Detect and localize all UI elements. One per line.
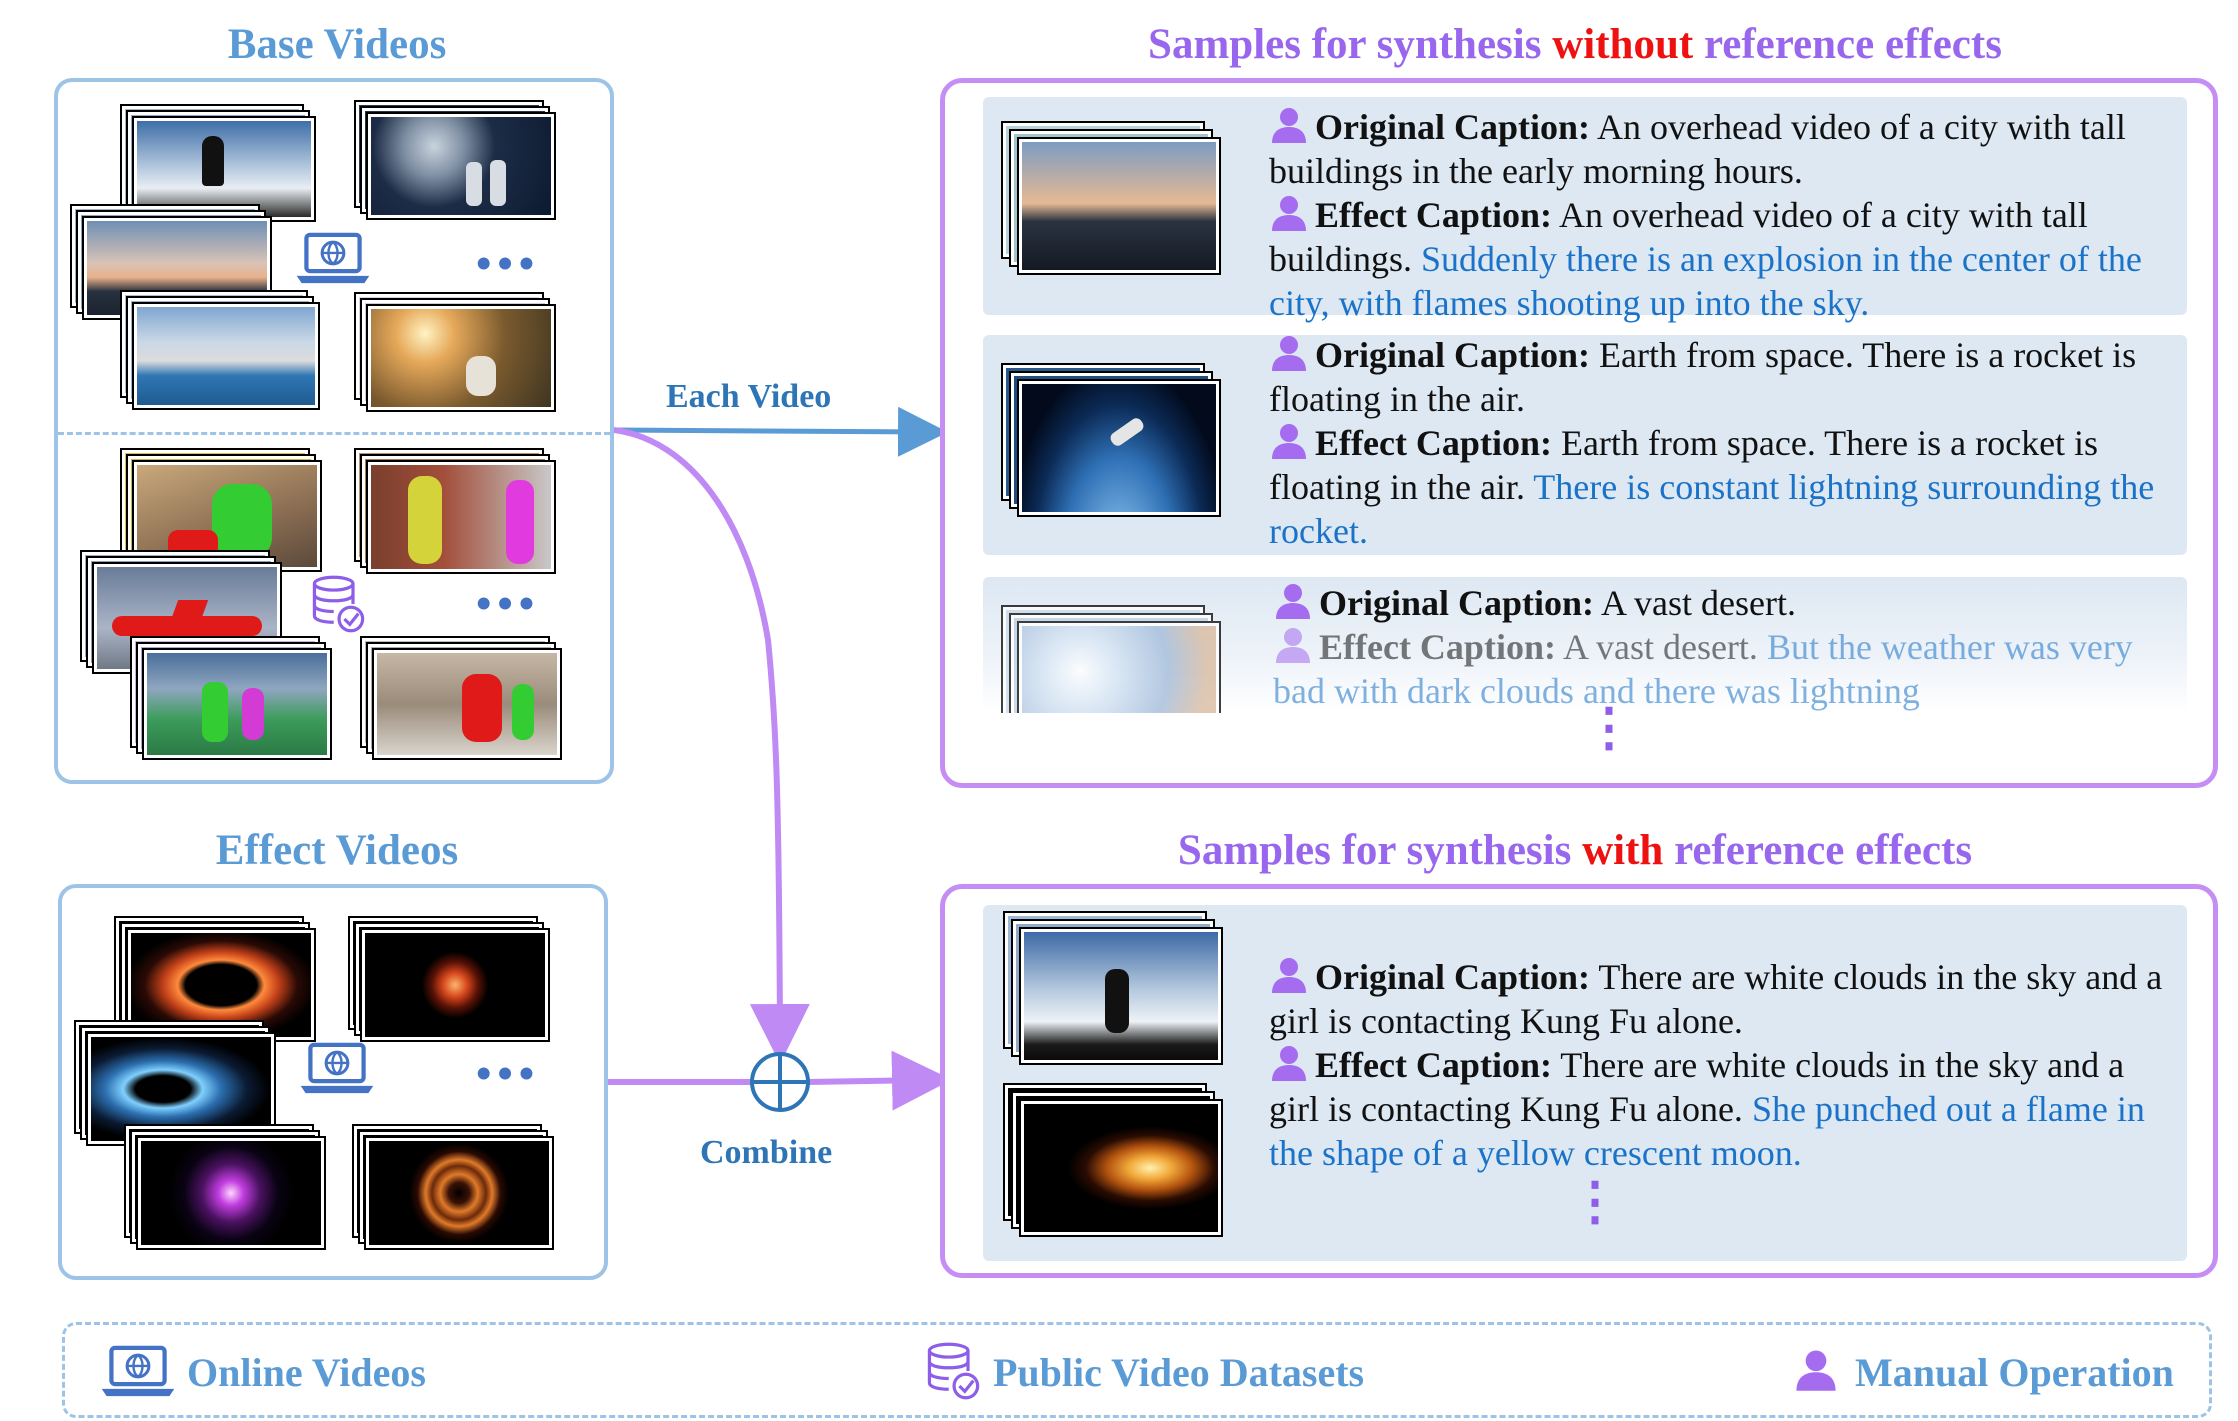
effect-caption-text: A vast desert. (1555, 627, 1767, 667)
effect-caption-text: There are white clouds in the sky and a … (1269, 1045, 2125, 1129)
effect-stack-ring (116, 918, 316, 1043)
sample-city-explosion: Original Caption: An overhead video of a… (983, 97, 2187, 323)
combine-to-with-arrow (807, 1050, 952, 1111)
legend: Online Videos Public Video Datasets Manu… (62, 1322, 2212, 1418)
base-to-combine-arrow (613, 427, 810, 1064)
combine-circle-plus-icon (750, 1052, 810, 1112)
without-samples-ellipsis: ⋮ (1583, 700, 1635, 757)
effect-caption-added: Suddenly there is an explosion in the ce… (1269, 239, 2142, 323)
effect-stack-nebula (126, 1126, 326, 1251)
base-online-ellipsis: ••• (476, 239, 541, 288)
with-samples-panel: Original Caption: There are white clouds… (940, 884, 2218, 1278)
without-title-suffix: reference effects (1693, 21, 2002, 68)
effect-videos-title: Effect Videos (215, 827, 459, 874)
person-icon (1269, 193, 1309, 233)
effect-caption-text: An overhead video of a city with tall bu… (1269, 195, 2088, 279)
original-caption-label: Original Caption: (1315, 957, 1591, 997)
person-icon (1793, 1347, 1839, 1393)
sample-desert-frames (1003, 607, 1223, 713)
database-check-icon (923, 1341, 983, 1401)
video-stack-segment-yellow (356, 450, 556, 575)
combine-label: Combine (700, 1134, 833, 1171)
video-stack-playground (132, 638, 332, 763)
effect-caption-added: She punched out a flame in the shape of … (1269, 1089, 2145, 1173)
sample-rocket-lightning: Original Caption: Earth from space. Ther… (983, 335, 2187, 555)
each-video-label: Each Video (666, 378, 832, 415)
effect-caption-label: Effect Caption: (1315, 423, 1552, 463)
person-icon (1269, 421, 1309, 461)
without-samples-panel: Original Caption: An overhead video of a… (940, 78, 2218, 788)
without-samples-title: Samples for synthesis without reference … (940, 20, 2210, 69)
caption-city: Original Caption: An overhead video of a… (1269, 105, 2169, 325)
with-title-prefix: Samples for synthesis (1177, 827, 1583, 874)
legend-manual-operation: Manual Operation (1855, 1350, 2174, 1395)
effect-stack-rune-circle (354, 1126, 554, 1251)
effect-caption-label: Effect Caption: (1315, 1045, 1552, 1085)
video-stack-dog (356, 294, 556, 414)
legend-public-datasets: Public Video Datasets (993, 1350, 1365, 1395)
sample-kungfu-flame: Original Caption: There are white clouds… (983, 905, 2187, 1261)
without-title-keyword: without (1552, 21, 1694, 68)
sample-earth-frames (1003, 365, 1223, 535)
laptop-globe-icon (95, 1343, 181, 1401)
video-stack-mall (362, 638, 562, 763)
original-caption-text: A vast desert. (1594, 583, 1797, 623)
original-caption-text: There are white clouds in the sky and a … (1269, 957, 2163, 1041)
original-caption-label: Original Caption: (1315, 107, 1591, 147)
base-videos-title: Base Videos (227, 21, 447, 68)
sample-city-frames (1003, 123, 1223, 293)
without-title-prefix: Samples for synthesis (1148, 21, 1553, 68)
effect-caption-added: But the weather was very bad with dark c… (1273, 627, 2133, 711)
video-stack-coast (122, 292, 322, 412)
original-caption-text: An overhead video of a city with tall bu… (1269, 107, 2126, 191)
original-caption-label: Original Caption: (1319, 583, 1595, 623)
with-samples-title: Samples for synthesis with reference eff… (940, 826, 2210, 875)
effect-online-ellipsis: ••• (476, 1049, 541, 1098)
effect-caption-label: Effect Caption: (1319, 627, 1556, 667)
base-public-ellipsis: ••• (476, 579, 541, 628)
with-title-keyword: with (1582, 827, 1664, 874)
sample-flame-frames (1005, 1085, 1225, 1255)
with-samples-ellipsis: ⋮ (1569, 1174, 1621, 1231)
sample-kungfu-frames (1005, 913, 1225, 1083)
person-icon (1273, 625, 1313, 665)
sample-desert-lightning: Original Caption: A vast desert. Effect … (983, 577, 2187, 713)
effect-caption-label: Effect Caption: (1315, 195, 1552, 235)
person-icon (1269, 955, 1309, 995)
person-icon (1269, 1043, 1309, 1083)
kungfu-figure (202, 136, 224, 186)
with-title-suffix: reference effects (1663, 827, 1973, 874)
online-public-separator (58, 432, 610, 435)
video-stack-kungfu (122, 106, 314, 221)
base-videos-panel: ••• ••• (54, 78, 614, 784)
person-icon (1269, 333, 1309, 373)
effect-stack-swirl (350, 918, 550, 1043)
each-video-arrow (613, 406, 948, 457)
original-caption-text: Earth from space. There is a rocket is f… (1269, 335, 2137, 419)
effect-caption-text: Earth from space. There is a rocket is f… (1269, 423, 2099, 507)
caption-rocket: Original Caption: Earth from space. Ther… (1269, 333, 2169, 553)
caption-desert: Original Caption: A vast desert. Effect … (1273, 581, 2173, 713)
effect-videos-panel: ••• (58, 884, 608, 1280)
video-stack-astronauts (356, 102, 556, 222)
person-icon (1269, 105, 1309, 145)
effect-caption-added: There is constant lightning surrounding … (1269, 467, 2155, 551)
person-icon (1273, 581, 1313, 621)
caption-kungfu: Original Caption: There are white clouds… (1269, 955, 2169, 1175)
original-caption-label: Original Caption: (1315, 335, 1591, 375)
legend-online-videos: Online Videos (187, 1350, 426, 1395)
